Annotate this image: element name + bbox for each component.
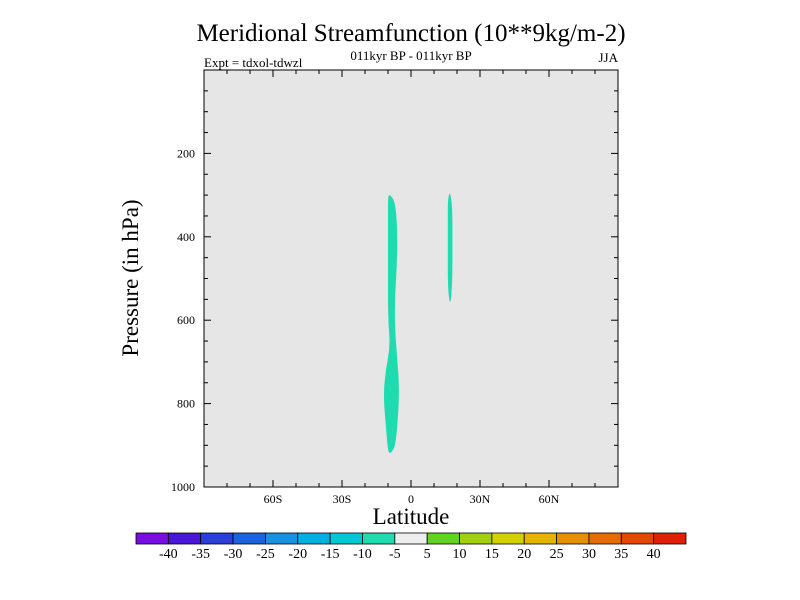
x-tick-label: 60N [539,492,560,506]
colorbar-box [232,532,266,545]
chart-title: Meridional Streamfunction (10**9kg/m-2) [196,20,625,47]
colorbar-label: 30 [582,547,596,562]
contour-region-1 [383,195,399,453]
colorbar-box [426,532,460,545]
colorbar-label: 20 [517,547,531,562]
contour-region-2 [447,193,453,303]
y-tick-label: 600 [177,313,195,327]
colorbar-box [556,532,590,545]
y-tick-label: 400 [177,230,195,244]
colorbar-box [653,532,687,545]
chart-subtitle-center: 011kyr BP - 011kyr BP [350,48,471,63]
colorbar-box [362,532,396,545]
colorbar-label: -5 [389,547,401,562]
x-axis-label: Latitude [373,504,450,529]
colorbar-label: -10 [353,547,372,562]
colorbar-box [588,532,622,545]
colorbar-label: -20 [288,547,307,562]
x-tick-label: 0 [408,492,414,506]
chart-subtitle-right: JJA [598,50,618,65]
colorbar-label: -35 [191,547,210,562]
x-tick-label: 60S [264,492,283,506]
colorbar-label: -25 [256,547,275,562]
colorbar-label: 5 [424,547,431,562]
y-tick-label: 1000 [171,480,195,494]
colorbar-box [265,532,299,545]
y-axis-label: Pressure (in hPa) [118,199,143,356]
colorbar-label: -30 [224,547,243,562]
colorbar-label: 15 [485,547,499,562]
plot-area [204,70,618,487]
colorbar-box [620,532,655,545]
colorbar-box [167,532,202,545]
colorbar-label: 35 [614,547,628,562]
colorbar-box [394,532,428,545]
x-tick-label: 30N [470,492,491,506]
colorbar-box [297,532,331,545]
colorbar-box [523,532,557,545]
colorbar-box [459,532,493,545]
colorbar-label: 25 [550,547,564,562]
colorbar-box [135,532,169,545]
colorbar-label: 40 [647,547,661,562]
colorbar-label: 10 [453,547,467,562]
colorbar-box [491,532,525,545]
colorbar-box [200,532,234,545]
y-tick-label: 800 [177,397,195,411]
colorbar-label: -40 [159,547,178,562]
colorbar-box [329,532,363,545]
y-tick-label: 200 [177,146,195,160]
colorbar-label: -15 [321,547,340,562]
x-tick-label: 30S [333,492,352,506]
chart-subtitle-left: Expt = tdxol-tdwzl [204,55,303,70]
